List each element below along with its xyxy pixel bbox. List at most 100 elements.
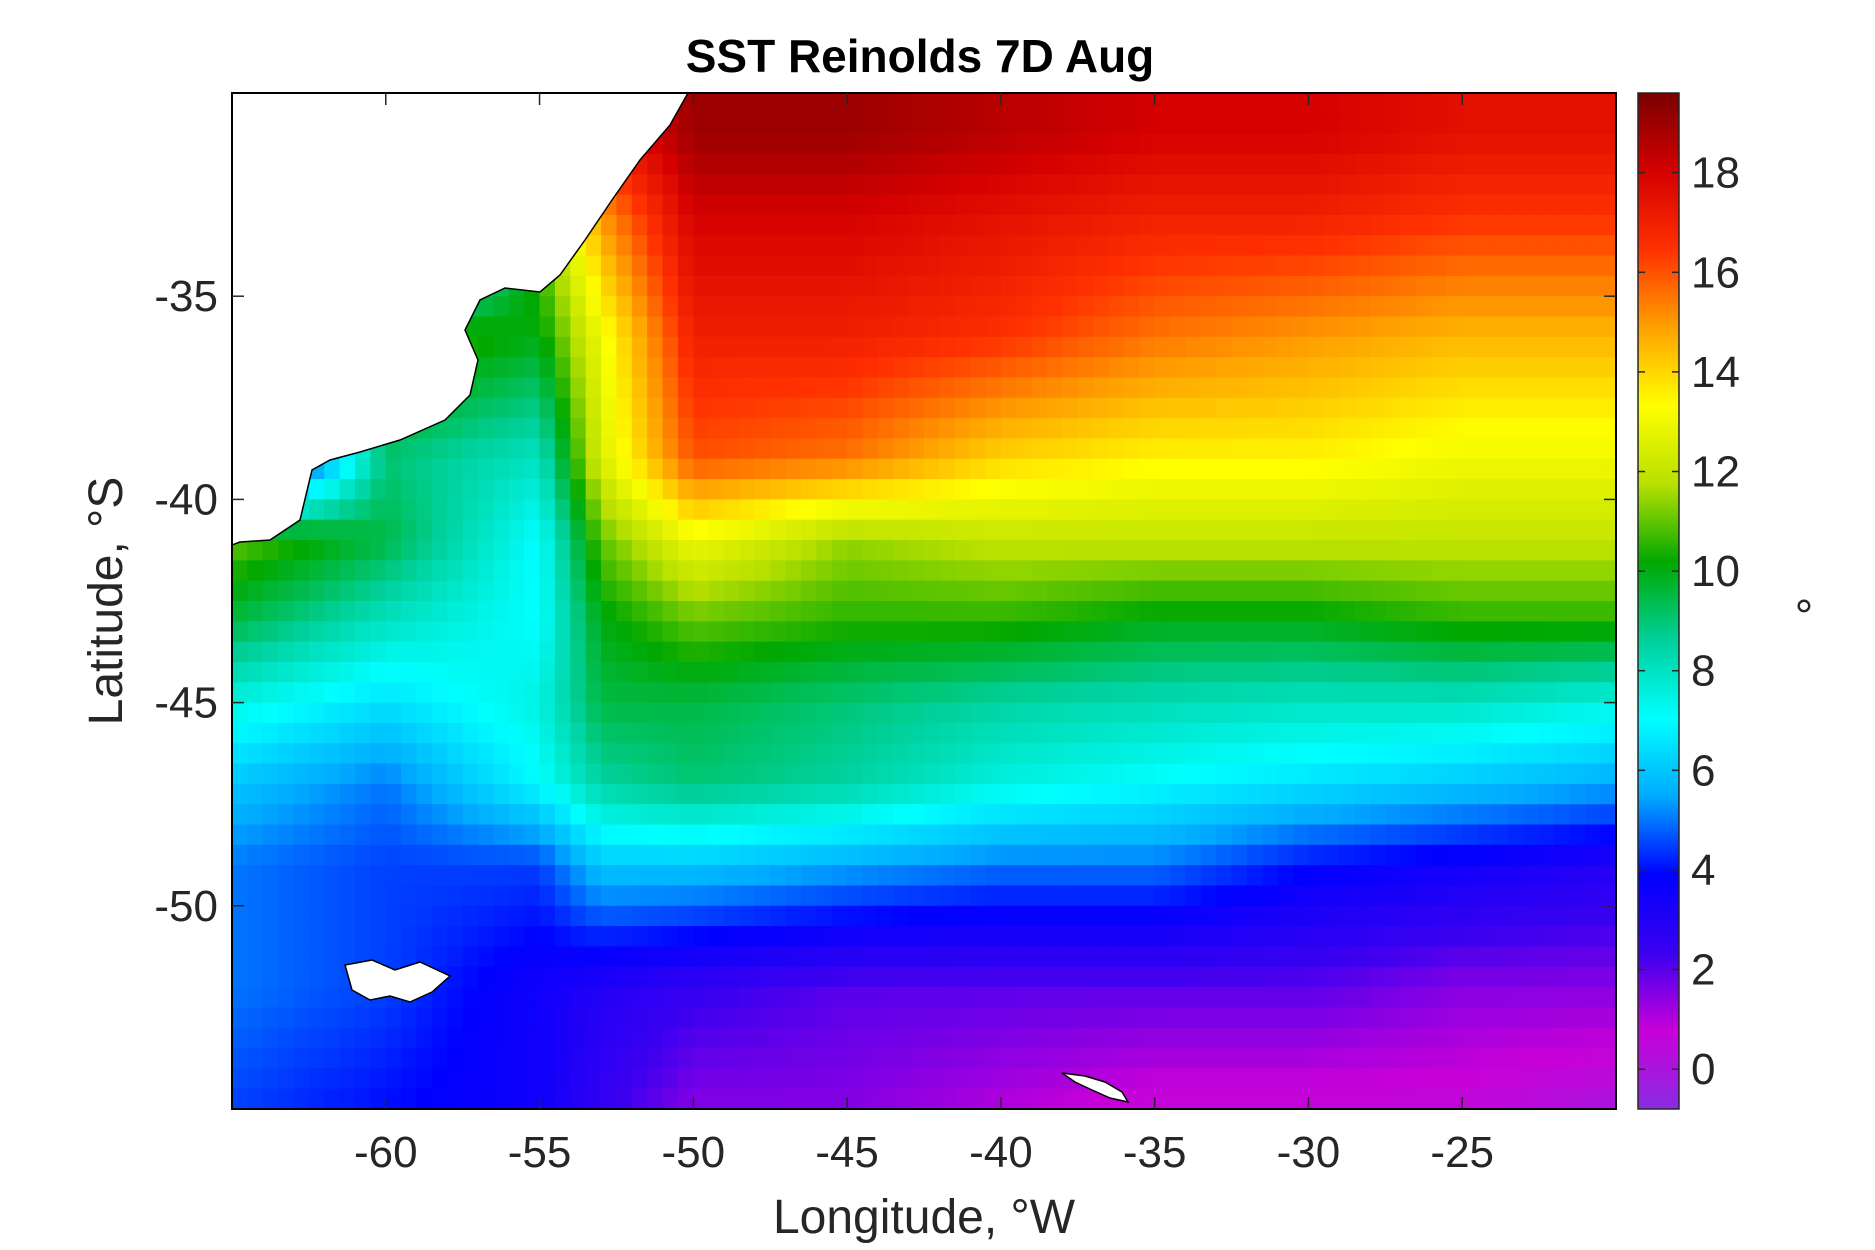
sst-cell — [1323, 905, 1340, 927]
sst-cell — [1416, 946, 1433, 968]
sst-cell — [1431, 824, 1448, 846]
sst-cell — [324, 722, 341, 744]
sst-cell — [1554, 824, 1571, 846]
sst-cell — [1216, 1088, 1233, 1109]
sst-cell — [693, 113, 710, 135]
sst-cell — [431, 1068, 448, 1090]
sst-cell — [1492, 133, 1509, 155]
sst-cell — [893, 479, 910, 500]
sst-cell — [954, 519, 971, 541]
sst-cell — [631, 804, 648, 826]
sst-cell — [508, 804, 525, 826]
sst-cell — [1000, 255, 1017, 277]
sst-cell — [1262, 153, 1279, 175]
sst-cell — [478, 966, 495, 988]
sst-cell — [924, 661, 940, 683]
sst-cell — [554, 1007, 571, 1029]
sst-cell — [893, 946, 910, 968]
sst-cell — [1031, 601, 1048, 622]
sst-cell — [262, 1088, 279, 1109]
sst-cell — [232, 824, 248, 846]
sst-cell — [601, 824, 618, 846]
sst-cell — [1400, 885, 1417, 907]
sst-cell — [324, 499, 341, 521]
sst-cell — [970, 438, 987, 460]
sst-cell — [554, 418, 571, 440]
sst-cell — [1554, 153, 1571, 175]
sst-cell — [677, 926, 694, 948]
sst-cell — [1031, 438, 1048, 460]
sst-cell — [539, 397, 556, 419]
sst-cell — [1569, 458, 1586, 480]
sst-cell — [1000, 540, 1017, 561]
sst-cell — [401, 641, 418, 663]
sst-cell — [1585, 93, 1602, 114]
sst-cell — [1093, 214, 1110, 236]
sst-cell — [985, 1068, 1002, 1090]
sst-cell — [232, 743, 248, 765]
sst-cell — [1446, 1068, 1463, 1090]
sst-cell — [1231, 377, 1248, 399]
sst-cell — [262, 601, 279, 622]
sst-cell — [1293, 560, 1310, 582]
sst-cell — [308, 479, 325, 500]
sst-cell — [1185, 113, 1202, 135]
sst-cell — [1523, 824, 1540, 846]
sst-cell — [293, 1048, 310, 1069]
sst-cell — [1523, 1088, 1540, 1109]
sst-cell — [339, 1007, 356, 1029]
sst-cell — [447, 926, 464, 948]
sst-cell — [647, 865, 664, 887]
sst-cell — [554, 641, 571, 663]
sst-cell — [401, 722, 418, 744]
sst-cell — [1354, 763, 1371, 785]
sst-cell — [1585, 1109, 1601, 1130]
sst-cell — [1277, 255, 1294, 277]
sst-cell — [262, 804, 279, 826]
sst-cell — [1554, 316, 1571, 338]
sst-cell — [631, 540, 648, 561]
sst-cell — [1539, 844, 1556, 866]
sst-cell — [370, 1007, 387, 1029]
sst-cell — [1308, 93, 1325, 114]
sst-cell — [924, 946, 940, 968]
sst-cell — [1000, 153, 1017, 175]
sst-cell — [1554, 601, 1571, 622]
sst-cell — [370, 804, 387, 826]
sst-cell — [1477, 1027, 1494, 1049]
sst-cell — [816, 1109, 832, 1130]
sst-cell — [708, 499, 725, 521]
sst-cell — [278, 743, 295, 765]
sst-cell — [1262, 174, 1279, 196]
sst-cell — [262, 1027, 279, 1049]
sst-cell — [1000, 621, 1017, 643]
sst-cell — [1200, 560, 1217, 582]
sst-cell — [554, 438, 571, 460]
sst-cell — [324, 783, 341, 805]
sst-cell — [662, 905, 679, 927]
sst-cell — [1585, 397, 1602, 419]
sst-cell — [893, 905, 910, 927]
sst-cell — [631, 458, 648, 480]
sst-cell — [816, 1068, 833, 1090]
sst-cell — [1139, 316, 1156, 338]
sst-cell — [416, 783, 433, 805]
sst-cell — [847, 255, 864, 277]
sst-cell — [1339, 844, 1356, 866]
sst-cell — [816, 153, 833, 175]
sst-cell — [1446, 702, 1463, 724]
sst-cell — [1539, 580, 1556, 602]
sst-cell — [1108, 1068, 1125, 1090]
sst-cell — [1600, 275, 1616, 297]
x-axis-label: Longitude, °W — [773, 1191, 1076, 1244]
sst-cell — [1154, 113, 1171, 135]
sst-cell — [370, 844, 387, 866]
sst-cell — [1492, 1088, 1509, 1109]
sst-cell — [724, 844, 741, 866]
sst-cell — [1492, 905, 1509, 927]
sst-cell — [1016, 1048, 1033, 1069]
sst-cell — [539, 336, 556, 358]
sst-cell — [1185, 479, 1202, 500]
sst-cell — [1431, 1109, 1447, 1130]
sst-cell — [1185, 1027, 1202, 1049]
